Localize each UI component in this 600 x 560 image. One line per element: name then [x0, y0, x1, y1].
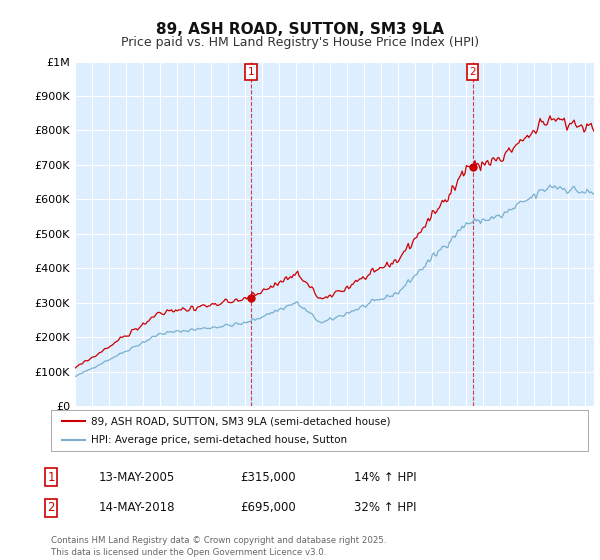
Text: HPI: Average price, semi-detached house, Sutton: HPI: Average price, semi-detached house,…: [91, 435, 347, 445]
Text: 1: 1: [47, 470, 55, 484]
Text: 1: 1: [248, 67, 254, 77]
Text: 2: 2: [47, 501, 55, 515]
Text: 14-MAY-2018: 14-MAY-2018: [99, 501, 176, 515]
Text: Contains HM Land Registry data © Crown copyright and database right 2025.
This d: Contains HM Land Registry data © Crown c…: [51, 536, 386, 557]
Text: £315,000: £315,000: [240, 470, 296, 484]
Text: 89, ASH ROAD, SUTTON, SM3 9LA (semi-detached house): 89, ASH ROAD, SUTTON, SM3 9LA (semi-deta…: [91, 417, 391, 426]
Text: 14% ↑ HPI: 14% ↑ HPI: [354, 470, 416, 484]
Text: Price paid vs. HM Land Registry's House Price Index (HPI): Price paid vs. HM Land Registry's House …: [121, 36, 479, 49]
Text: 13-MAY-2005: 13-MAY-2005: [99, 470, 175, 484]
Text: 32% ↑ HPI: 32% ↑ HPI: [354, 501, 416, 515]
Text: £695,000: £695,000: [240, 501, 296, 515]
Text: 2: 2: [469, 67, 476, 77]
Text: 89, ASH ROAD, SUTTON, SM3 9LA: 89, ASH ROAD, SUTTON, SM3 9LA: [156, 22, 444, 38]
